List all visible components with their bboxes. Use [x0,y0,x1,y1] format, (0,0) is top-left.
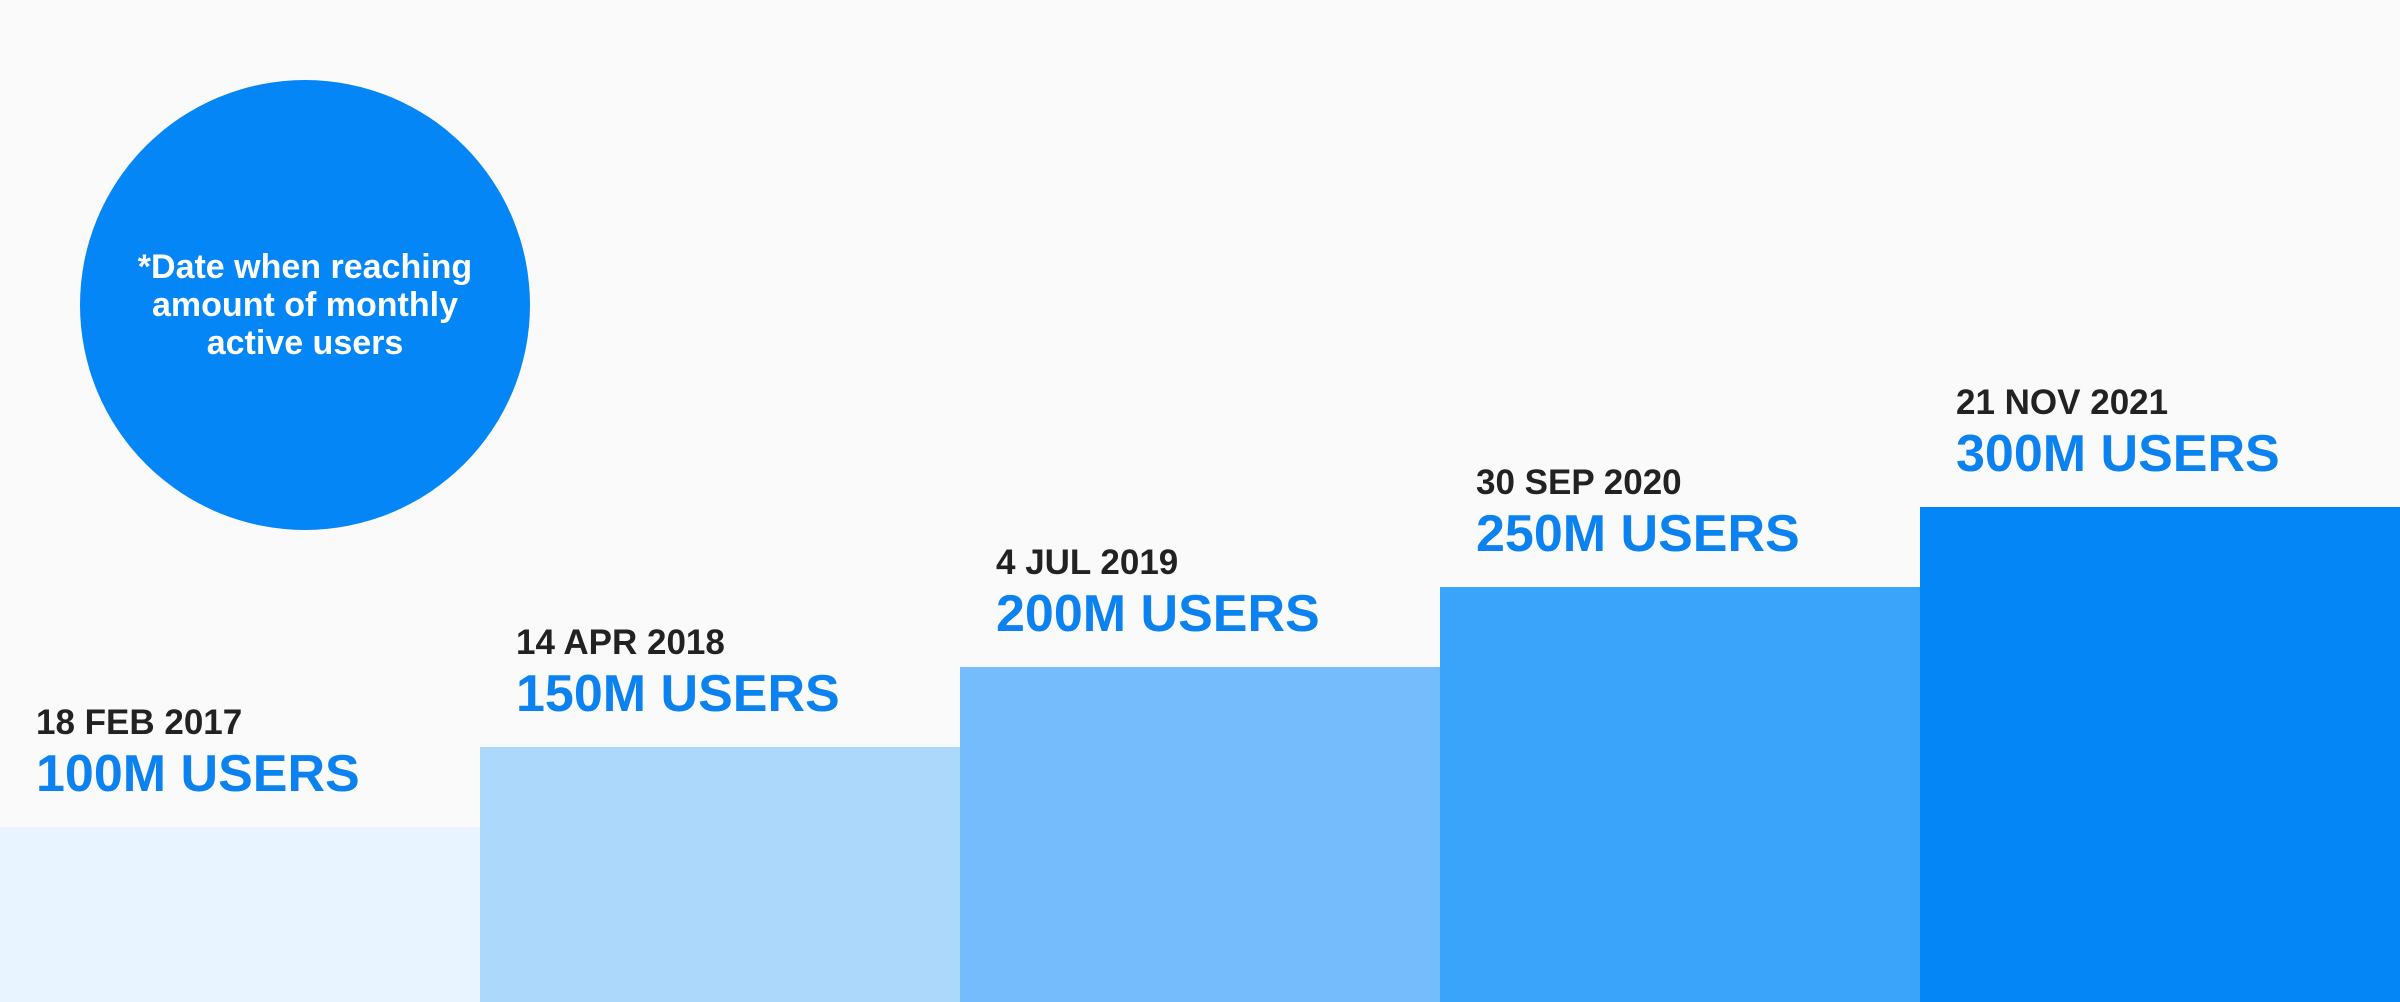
date-label: 14 APR 2018 [516,623,725,662]
bar [1440,587,1920,1002]
bar-label-group: 21 NOV 2021 300M USERS [1956,383,2280,483]
bar-label-group: 4 JUL 2019 200M USERS [996,543,1320,643]
value-label: 250M USERS [1476,505,1800,563]
bar-label-group: 30 SEP 2020 250M USERS [1476,463,1800,563]
value-label: 200M USERS [996,585,1320,643]
value-label: 100M USERS [36,745,360,803]
note-text: *Date when reaching amount of monthly ac… [137,248,473,362]
bar-label-group: 14 APR 2018 150M USERS [516,623,840,723]
bar-label-group: 18 FEB 2017 100M USERS [36,703,360,803]
value-label: 150M USERS [516,665,840,723]
note-circle: *Date when reaching amount of monthly ac… [80,80,530,530]
date-label: 21 NOV 2021 [1956,383,2169,422]
date-label: 18 FEB 2017 [36,703,243,742]
date-label: 4 JUL 2019 [996,543,1179,582]
bar [960,667,1440,1002]
bar [1920,507,2400,1002]
date-label: 30 SEP 2020 [1476,463,1682,502]
value-label: 300M USERS [1956,425,2280,483]
bar [0,827,480,1002]
bar [480,747,960,1002]
